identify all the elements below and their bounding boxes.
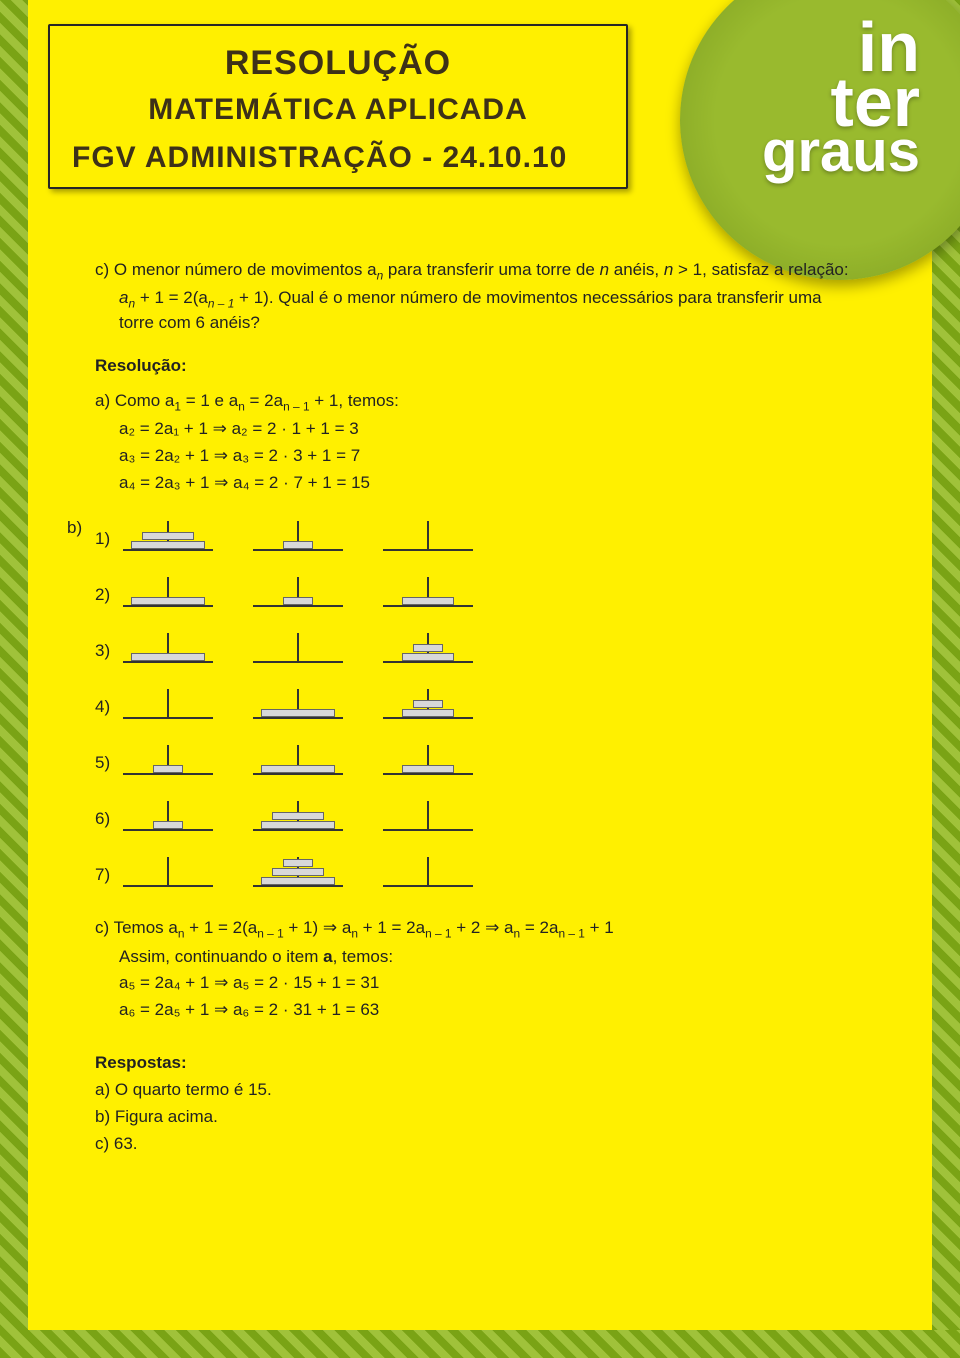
resp-b: b) Figura acima.: [95, 1106, 855, 1129]
hanoi-step-label: 5): [95, 752, 123, 775]
hanoi-block: b) 1)2)3)4)5)6)7): [95, 517, 855, 887]
hanoi-ring: [131, 597, 205, 605]
hanoi-peg: [383, 741, 473, 775]
content-area: c) O menor número de movimentos an para …: [95, 255, 855, 1160]
hanoi-peg: [383, 797, 473, 831]
hanoi-step-1: 1): [95, 517, 855, 551]
hanoi-peg: [253, 741, 343, 775]
hanoi-peg: [383, 629, 473, 663]
header-line3: FGV ADMINISTRAÇÃO - 24.10.10: [72, 141, 604, 175]
hanoi-peg: [123, 853, 213, 887]
hanoi-step-label: 4): [95, 696, 123, 719]
c-line1: a₅ = 2a₄ + 1 ⇒ a₅ = 2 · 15 + 1 = 31: [95, 972, 855, 995]
part-a-intro: a) Como a1 = 1 e an = 2an – 1 + 1, temos…: [95, 390, 855, 414]
hanoi-peg: [123, 573, 213, 607]
hanoi-peg: [253, 517, 343, 551]
hanoi-step-7: 7): [95, 853, 855, 887]
hanoi-peg: [123, 685, 213, 719]
hanoi-peg: [253, 797, 343, 831]
hanoi-ring: [261, 821, 335, 829]
resolucao-heading: Resolução:: [95, 355, 855, 378]
question-c-formula: an + 1 = 2(an – 1 + 1). Qual é o menor n…: [95, 287, 855, 334]
border-bottom: [0, 1330, 960, 1358]
hanoi-ring: [261, 709, 335, 717]
a-line3: a₄ = 2a₃ + 1 ⇒ a₄ = 2 · 7 + 1 = 15: [95, 472, 855, 495]
hanoi-peg: [253, 573, 343, 607]
hanoi-peg: [383, 517, 473, 551]
hanoi-peg: [123, 629, 213, 663]
hanoi-ring: [283, 541, 313, 549]
hanoi-peg: [123, 517, 213, 551]
hanoi-ring: [402, 653, 454, 661]
hanoi-step-2: 2): [95, 573, 855, 607]
hanoi-step-label: 2): [95, 584, 123, 607]
hanoi-ring: [402, 765, 454, 773]
hanoi-step-label: 1): [95, 528, 123, 551]
hanoi-peg: [383, 853, 473, 887]
header-line1: RESOLUÇÃO: [72, 44, 604, 83]
respostas-heading: Respostas:: [95, 1052, 855, 1075]
hanoi-peg: [253, 685, 343, 719]
hanoi-ring: [413, 700, 443, 708]
c-line2: a₆ = 2a₅ + 1 ⇒ a₆ = 2 · 31 + 1 = 63: [95, 999, 855, 1022]
header-line2: MATEMÁTICA APLICADA: [72, 93, 604, 127]
hanoi-step-label: 7): [95, 864, 123, 887]
hanoi-ring: [283, 597, 313, 605]
a-line2: a₃ = 2a₂ + 1 ⇒ a₃ = 2 · 3 + 1 = 7: [95, 445, 855, 468]
logo-text: in ter graus: [720, 20, 920, 174]
hanoi-ring: [131, 653, 205, 661]
hanoi-ring: [272, 868, 324, 876]
hanoi-peg: [383, 573, 473, 607]
hanoi-peg: [383, 685, 473, 719]
border-left: [0, 0, 28, 1358]
hanoi-ring: [413, 644, 443, 652]
hanoi-step-label: 3): [95, 640, 123, 663]
hanoi-step-5: 5): [95, 741, 855, 775]
hanoi-peg: [253, 853, 343, 887]
hanoi-ring: [402, 597, 454, 605]
hanoi-peg: [123, 797, 213, 831]
part-c-continue: Assim, continuando o item a, temos:: [95, 946, 855, 969]
hanoi-ring: [261, 877, 335, 885]
question-c: c) O menor número de movimentos an para …: [95, 259, 855, 283]
part-c-derive: c) Temos an + 1 = 2(an – 1 + 1) ⇒ an + 1…: [95, 917, 855, 941]
hanoi-ring: [272, 812, 324, 820]
hanoi-peg: [253, 629, 343, 663]
hanoi-step-4: 4): [95, 685, 855, 719]
hanoi-ring: [402, 709, 454, 717]
resp-c: c) 63.: [95, 1133, 855, 1156]
hanoi-ring: [153, 765, 183, 773]
hanoi-step-3: 3): [95, 629, 855, 663]
hanoi-ring: [283, 859, 313, 867]
header-panel: RESOLUÇÃO MATEMÁTICA APLICADA FGV ADMINI…: [48, 24, 628, 189]
a-line1: a₂ = 2a₁ + 1 ⇒ a₂ = 2 · 1 + 1 = 3: [95, 418, 855, 441]
hanoi-step-6: 6): [95, 797, 855, 831]
logo-line-3: graus: [720, 129, 920, 174]
answers-block: Respostas: a) O quarto termo é 15. b) Fi…: [95, 1052, 855, 1156]
hanoi-step-label: 6): [95, 808, 123, 831]
part-b-label: b): [67, 517, 82, 540]
hanoi-ring: [153, 821, 183, 829]
hanoi-ring: [261, 765, 335, 773]
hanoi-ring: [142, 532, 194, 540]
hanoi-ring: [131, 541, 205, 549]
hanoi-peg: [123, 741, 213, 775]
resp-a: a) O quarto termo é 15.: [95, 1079, 855, 1102]
